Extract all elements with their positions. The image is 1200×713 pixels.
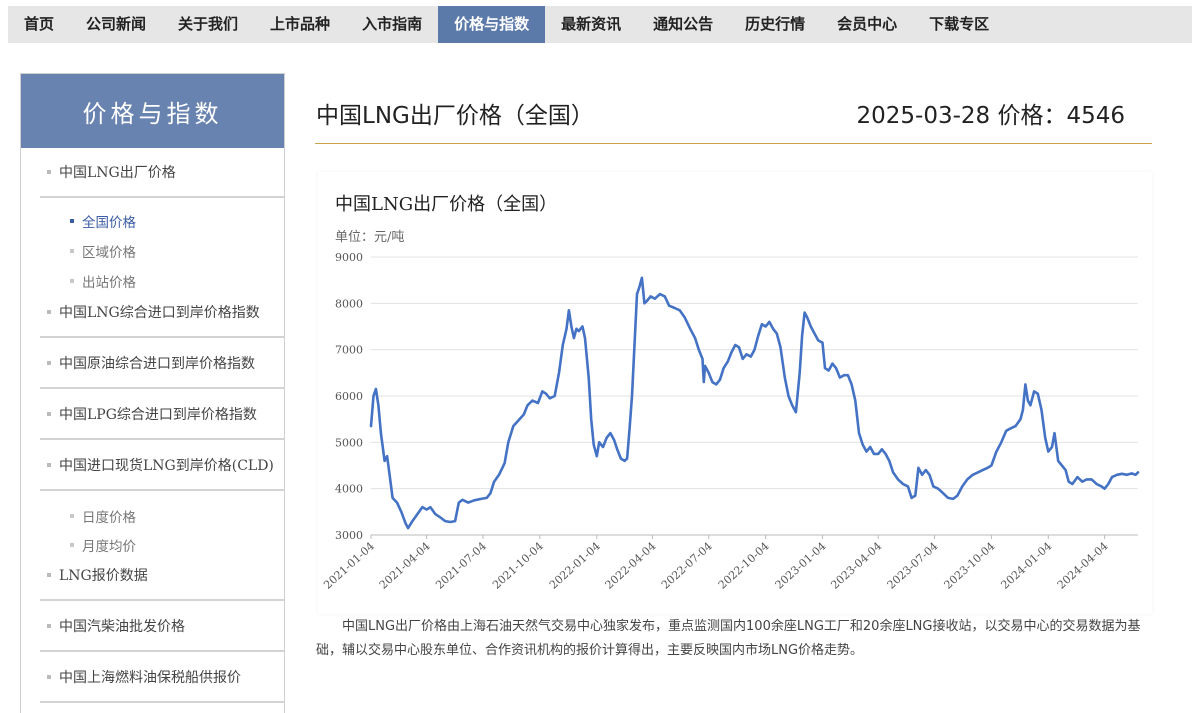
bullet-icon — [47, 309, 51, 314]
sidebar-subitem-0-2[interactable]: 出站价格 — [70, 271, 136, 291]
nav-item-6[interactable]: 最新资讯 — [561, 15, 622, 33]
sidebar-subitem-label: 月度均价 — [82, 539, 136, 555]
x-tick-label: 2022-04-04 — [603, 540, 659, 592]
bullet-icon — [70, 514, 74, 518]
nav-item-4[interactable]: 入市指南 — [362, 15, 423, 33]
y-tick-label: 6000 — [335, 390, 363, 403]
bullet-icon — [47, 360, 51, 365]
sidebar-item-label: 中国汽柴油批发价格 — [59, 618, 185, 635]
sidebar-item-6[interactable]: 中国汽柴油批发价格 — [40, 601, 285, 652]
bullet-icon — [47, 169, 51, 174]
chart-title: 中国LNG出厂价格（全国） — [335, 194, 558, 215]
sidebar-item-2[interactable]: 中国原油综合进口到岸价格指数 — [40, 338, 285, 389]
sidebar-subitem-0-1[interactable]: 区域价格 — [70, 241, 136, 261]
x-tick-label: 2021-07-04 — [433, 540, 489, 592]
bullet-icon — [70, 279, 74, 283]
x-tick-label: 2022-01-04 — [547, 540, 603, 592]
nav-item-10[interactable]: 下载专区 — [929, 15, 990, 33]
nav-item-3[interactable]: 上市品种 — [270, 15, 331, 33]
sidebar-subitem-4-1[interactable]: 月度均价 — [70, 535, 136, 555]
bullet-icon — [47, 623, 51, 628]
bullet-icon — [47, 674, 51, 679]
bullet-icon — [70, 249, 74, 253]
x-tick-label: 2023-01-04 — [773, 540, 829, 592]
sidebar-subitem-label: 日度价格 — [82, 510, 136, 526]
nav-item-5[interactable]: 价格与指数 — [438, 6, 546, 43]
price-chart: 3000 4000 5000 6000 7000 8000 9000 2021-01-04 20… — [318, 172, 1152, 614]
sidebar-item-label: 中国LNG出厂价格 — [59, 164, 176, 181]
sidebar-item-1[interactable]: 中国LNG综合进口到岸价格指数 — [40, 287, 285, 338]
sidebar-item-label: 中国上海燃料油保税船供报价 — [59, 669, 241, 686]
sidebar-item-0[interactable]: 中国LNG出厂价格 — [40, 147, 285, 198]
nav-item-9[interactable]: 会员中心 — [837, 15, 898, 33]
latest-price: 2025-03-28 价格：4546 — [856, 103, 1125, 129]
sidebar-item-3[interactable]: 中国LPG综合进口到岸价格指数 — [40, 389, 285, 440]
sidebar-subitem-label: 全国价格 — [82, 215, 136, 231]
top-nav: 首页 公司新闻 关于我们 上市品种 入市指南 价格与指数 最新资讯 通知公告 历史行情 会员中心 下… — [8, 6, 1192, 43]
page-title: 中国LNG出厂价格（全国） — [316, 103, 594, 129]
x-tick-label: 2024-04-04 — [1055, 540, 1111, 592]
x-tick-label: 2022-07-04 — [659, 540, 715, 592]
price-series-line — [369, 276, 1140, 530]
nav-item-8[interactable]: 历史行情 — [745, 15, 806, 33]
sidebar-title: 价格与指数 — [21, 74, 284, 148]
nav-item-0[interactable]: 首页 — [24, 15, 55, 33]
sidebar-item-label: 中国LNG综合进口到岸价格指数 — [59, 304, 260, 321]
nav-item-7[interactable]: 通知公告 — [653, 15, 714, 33]
sidebar-item-label: 中国LPG综合进口到岸价格指数 — [59, 406, 257, 423]
sidebar-item-label: 中国进口现货LNG到岸价格(CLD) — [59, 457, 274, 474]
title-divider — [315, 143, 1152, 144]
nav-item-2[interactable]: 关于我们 — [178, 15, 239, 33]
bullet-icon — [47, 572, 51, 577]
sidebar: 价格与指数 中国LNG出厂价格全国价格区域价格出站价格中国LNG综合进口到岸价格… — [20, 73, 285, 713]
sidebar-subitem-4-0[interactable]: 日度价格 — [70, 506, 136, 526]
sidebar-item-7[interactable]: 中国上海燃料油保税船供报价 — [40, 652, 285, 703]
x-tick-label: 2024-01-04 — [998, 540, 1054, 592]
chart-description: 中国LNG出厂价格由上海石油天然气交易中心独家发布，重点监测国内100余座LNG… — [316, 619, 1141, 658]
x-tick-label: 2023-10-04 — [942, 540, 998, 592]
sidebar-subitem-label: 区域价格 — [82, 245, 136, 261]
chart-unit-label: 单位：元/吨 — [335, 230, 405, 245]
bullet-icon — [70, 219, 74, 223]
x-tick-label: 2023-07-04 — [885, 540, 941, 592]
y-tick-label: 5000 — [335, 436, 363, 449]
y-tick-label: 8000 — [335, 297, 363, 310]
nav-item-1[interactable]: 公司新闻 — [86, 15, 147, 33]
x-tick-label: 2022-10-04 — [716, 540, 772, 592]
y-tick-label: 7000 — [335, 344, 363, 357]
x-tick-label: 2021-10-04 — [490, 540, 546, 592]
sidebar-item-5[interactable]: LNG报价数据 — [40, 550, 285, 601]
sidebar-subitem-0-0[interactable]: 全国价格 — [70, 211, 136, 231]
bullet-icon — [47, 462, 51, 467]
x-tick-label: 2021-01-04 — [321, 540, 377, 592]
sidebar-item-label: LNG报价数据 — [59, 567, 148, 584]
x-tick-label: 2021-04-04 — [377, 540, 433, 592]
sidebar-subitem-label: 出站价格 — [82, 275, 136, 291]
y-tick-label: 4000 — [335, 483, 363, 496]
y-tick-label: 3000 — [335, 529, 363, 542]
x-tick-label: 2023-04-04 — [828, 540, 884, 592]
bullet-icon — [47, 411, 51, 416]
y-tick-label: 9000 — [335, 251, 363, 264]
sidebar-item-4[interactable]: 中国进口现货LNG到岸价格(CLD) — [40, 440, 285, 491]
bullet-icon — [70, 543, 74, 547]
sidebar-item-label: 中国原油综合进口到岸价格指数 — [59, 355, 255, 372]
